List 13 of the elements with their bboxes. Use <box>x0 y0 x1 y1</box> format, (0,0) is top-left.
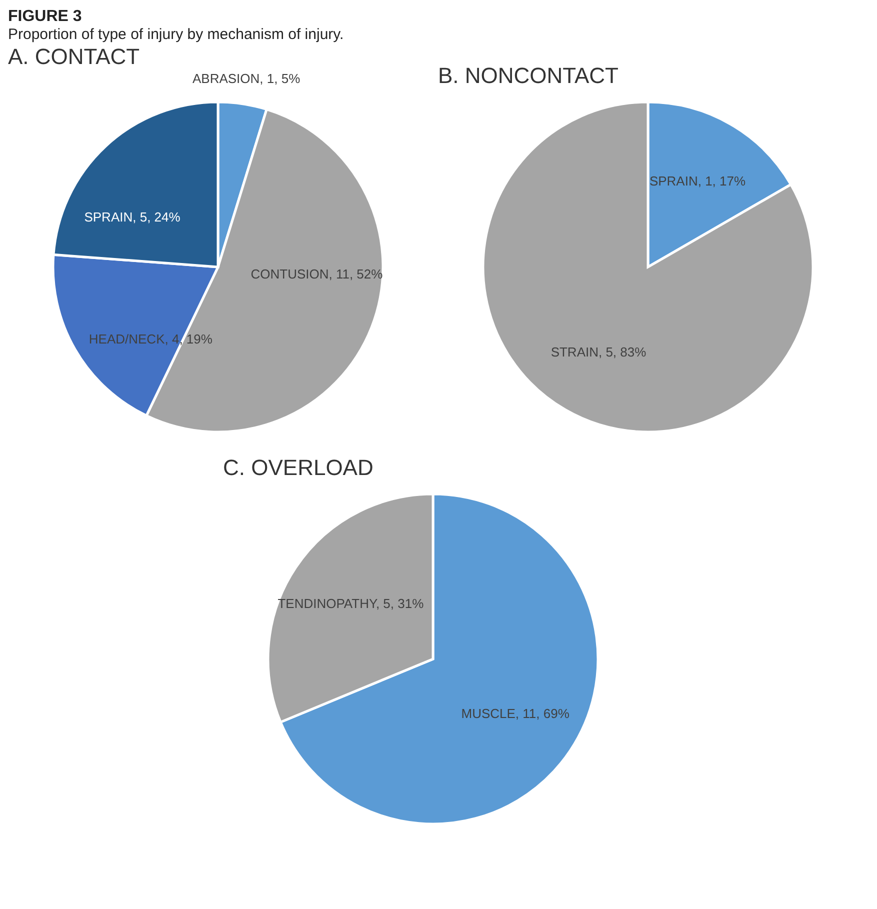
chart-title: C. OVERLOAD <box>223 455 374 480</box>
chart-title: B. NONCONTACT <box>438 63 618 88</box>
chart-title: A. CONTACT <box>8 44 140 70</box>
slice-label: SPRAIN, 1, 17% <box>649 173 746 188</box>
slice-label: TENDINOPATHY, 5, 31% <box>278 596 424 611</box>
caption: FIGURE 3 <box>8 8 82 26</box>
text: Proportion of type of injury by mechanism of injury. <box>8 26 344 44</box>
slice-label: SPRAIN, 5, 24% <box>84 210 181 224</box>
slice-label: HEAD/NECK, 4, 19% <box>88 332 213 347</box>
slice-label: ABRASION, 1, 5% <box>192 71 301 86</box>
pie-slice <box>482 100 814 434</box>
slice-label: STRAIN, 5, 83% <box>550 344 647 360</box>
slice-label: MUSCLE, 11, 69% <box>461 706 570 721</box>
